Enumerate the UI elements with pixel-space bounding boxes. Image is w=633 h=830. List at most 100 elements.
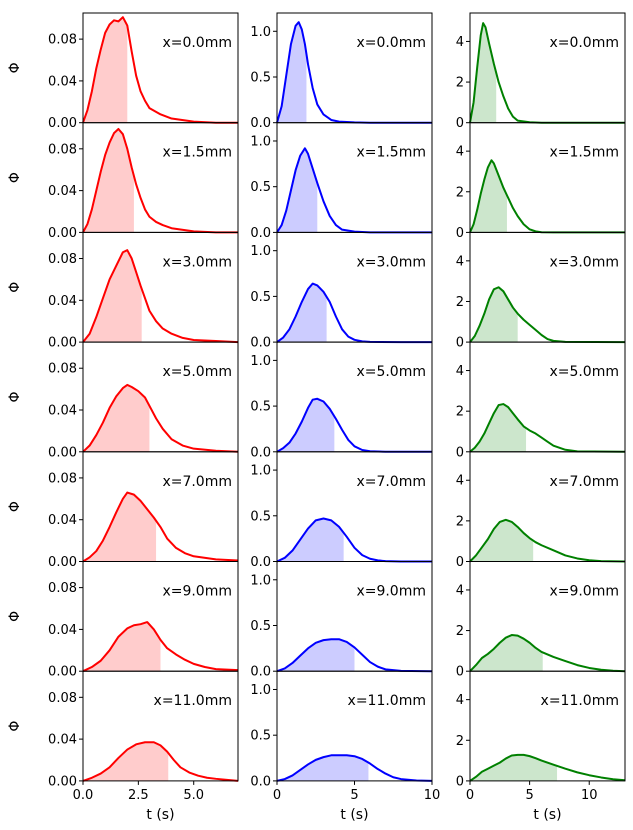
shaded-area <box>83 384 150 452</box>
panel-label: x=9.0mm <box>162 584 232 600</box>
y-axis-label: Φ <box>7 611 23 622</box>
x-axis-label: t (s) <box>533 807 561 823</box>
y-tick-label: 0.00 <box>48 774 77 789</box>
x-tick-label: 5 <box>525 788 533 803</box>
y-axis-label: Φ <box>7 62 23 73</box>
series-line <box>82 127 238 234</box>
y-tick-label: 0 <box>456 555 464 570</box>
shaded-area <box>470 404 527 452</box>
x-tick-label: 0 <box>466 788 474 803</box>
y-axis-label: Φ <box>7 282 23 293</box>
x-axis-label: t (s) <box>340 807 368 823</box>
y-tick-label: 0.5 <box>250 729 271 744</box>
y-tick-label: 0.5 <box>250 180 271 195</box>
y-tick-label: 4 <box>456 693 464 708</box>
series-line <box>276 397 432 453</box>
panel-label: x=0.0mm <box>549 35 619 51</box>
y-tick-label: 0.04 <box>48 184 77 199</box>
panel-label: x=7.0mm <box>162 474 232 490</box>
y-tick-label: 0.00 <box>48 555 77 570</box>
shaded-area <box>83 250 142 343</box>
y-tick-label: 2 <box>456 76 464 91</box>
y-tick-label: 1.0 <box>250 683 271 698</box>
panel-label: x=1.5mm <box>356 145 426 161</box>
shaded-area <box>277 22 307 123</box>
panel-label: x=1.5mm <box>549 145 619 161</box>
shaded-area <box>277 639 355 672</box>
series-line <box>82 249 239 344</box>
series-line <box>469 753 626 782</box>
panel-label: x=5.0mm <box>549 364 619 380</box>
x-tick-label: 10 <box>424 788 441 803</box>
y-tick-label: 0.08 <box>48 33 77 48</box>
series-line <box>82 16 238 124</box>
y-tick-label: 1.0 <box>250 354 271 369</box>
shaded-area <box>83 492 157 562</box>
x-tick-label: 0 <box>273 788 281 803</box>
y-tick-label: 0.04 <box>48 623 77 638</box>
x-tick-label: 10 <box>581 788 598 803</box>
y-tick-label: 0 <box>456 445 464 460</box>
y-tick-label: 1.0 <box>250 464 271 479</box>
y-tick-label: 2 <box>456 185 464 200</box>
y-tick-label: 4 <box>456 35 464 50</box>
series-line <box>82 491 239 563</box>
y-tick-label: 0.0 <box>250 336 271 351</box>
shaded-area <box>277 283 327 343</box>
panel-label: x=3.0mm <box>162 254 232 270</box>
y-tick-label: 0.00 <box>48 226 77 241</box>
y-tick-label: 0.04 <box>48 74 77 89</box>
series-line <box>276 638 433 673</box>
y-tick-label: 0 <box>456 116 464 131</box>
y-tick-label: 0.04 <box>48 733 77 748</box>
shaded-area <box>277 148 318 233</box>
shaded-area <box>470 519 534 562</box>
series-line <box>82 383 239 453</box>
y-axis-label: Φ <box>7 172 23 183</box>
y-tick-label: 0.00 <box>48 665 77 680</box>
y-tick-label: 0.0 <box>250 555 271 570</box>
series-line <box>276 147 432 234</box>
y-tick-label: 0.04 <box>48 294 77 309</box>
y-tick-label: 0 <box>456 226 464 241</box>
shaded-area <box>83 622 161 672</box>
y-tick-label: 0.5 <box>250 509 271 524</box>
series-line <box>469 403 626 453</box>
y-tick-label: 4 <box>456 474 464 489</box>
y-tick-label: 0.08 <box>48 252 77 267</box>
series-line <box>469 518 626 563</box>
y-tick-label: 0.5 <box>250 290 271 305</box>
panel-frame <box>469 670 626 782</box>
y-tick-label: 4 <box>456 364 464 379</box>
panel-label: x=7.0mm <box>549 474 619 490</box>
x-axis-label: t (s) <box>146 807 174 823</box>
y-tick-label: 0.04 <box>48 513 77 528</box>
panel-label: x=0.0mm <box>356 35 426 51</box>
panel-label: x=7.0mm <box>356 474 426 490</box>
series-line <box>469 159 625 234</box>
y-tick-label: 0.5 <box>250 619 271 634</box>
panel-label: x=3.0mm <box>549 254 619 270</box>
series-line <box>276 282 432 344</box>
series-line <box>82 741 239 782</box>
y-tick-label: 0.0 <box>250 665 271 680</box>
y-tick-label: 0.00 <box>48 116 77 131</box>
y-tick-label: 4 <box>456 254 464 269</box>
shaded-area <box>470 635 543 672</box>
panel-frame <box>82 670 239 782</box>
series-line <box>276 754 433 782</box>
x-tick-label: 2.5 <box>128 788 149 803</box>
y-tick-label: 0.5 <box>250 400 271 415</box>
shaded-area <box>277 755 369 781</box>
panel-label: x=11.0mm <box>348 693 426 709</box>
y-tick-label: 0.04 <box>48 404 77 419</box>
y-tick-label: 4 <box>456 583 464 598</box>
y-tick-label: 0.08 <box>48 362 77 377</box>
shaded-area <box>470 160 507 233</box>
y-axis-label: Φ <box>7 721 23 732</box>
y-tick-label: 2 <box>456 514 464 529</box>
shaded-area <box>83 128 134 233</box>
y-tick-label: 0.00 <box>48 445 77 460</box>
panel-label: x=1.5mm <box>162 145 232 161</box>
panel-label: x=9.0mm <box>549 584 619 600</box>
